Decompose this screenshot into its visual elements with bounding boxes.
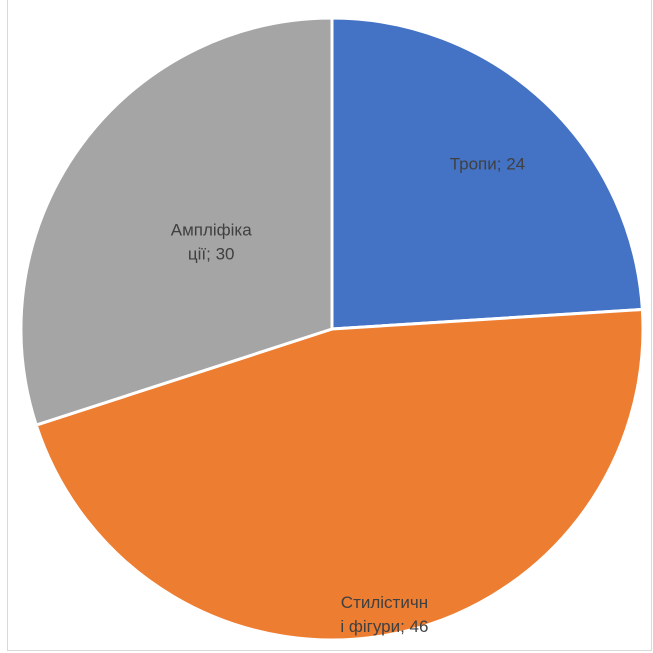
slice-data-label-line: ції; 30	[188, 244, 235, 263]
slice-data-label-line: Тропи; 24	[450, 155, 525, 174]
slice-data-label: Тропи; 24	[450, 155, 525, 174]
slice-data-label-line: Ампліфіка	[171, 220, 253, 239]
slice-data-label: Стилістичн і фігури; 46	[340, 593, 428, 636]
pie-slice-1	[330, 16, 644, 331]
slice-data-label-line: Стилістичн	[341, 593, 428, 612]
slice-data-label: Ампліфіка ції; 30	[171, 220, 253, 263]
slice-data-label-line: і фігури; 46	[340, 617, 428, 636]
pie-slice-3	[19, 16, 334, 427]
pie-slice-2	[34, 307, 645, 642]
